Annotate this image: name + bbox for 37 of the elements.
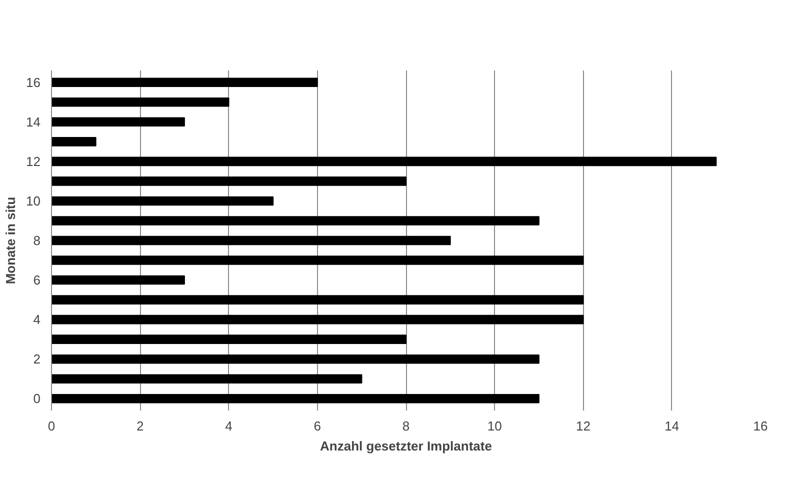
bar (52, 97, 230, 107)
bar (52, 256, 584, 265)
bar (52, 216, 540, 226)
y-tick-label: 4 (33, 312, 41, 328)
bar (52, 374, 362, 384)
y-tick-label: 16 (26, 74, 41, 90)
x-tick-label: 12 (576, 418, 590, 434)
bar (52, 78, 318, 88)
x-tick-label: 0 (48, 418, 56, 434)
bar (52, 275, 185, 285)
y-tick-label: 0 (33, 391, 41, 406)
bar (52, 394, 540, 404)
bar (52, 334, 406, 344)
y-tick-label: 8 (33, 233, 41, 248)
bar (52, 295, 584, 304)
bar (52, 354, 540, 364)
bar (52, 137, 96, 146)
bar (52, 196, 274, 206)
y-axis-title: Monate in situ (3, 196, 18, 284)
x-tick-label: 10 (487, 418, 502, 434)
y-tick-label: 12 (26, 154, 41, 169)
bar (52, 156, 717, 166)
y-tick-label: 6 (33, 272, 41, 288)
x-tick-label: 4 (225, 418, 232, 434)
x-tick-label: 14 (664, 418, 680, 434)
x-tick-label: 8 (402, 418, 410, 434)
bar (52, 314, 584, 324)
x-tick-label: 2 (136, 418, 144, 434)
bar (52, 236, 451, 246)
x-axis-title: Anzahl gesetzter Implantate (320, 438, 492, 454)
bar (52, 176, 406, 186)
bar (52, 117, 185, 127)
y-tick-label: 2 (33, 352, 41, 367)
y-tick-label: 14 (26, 114, 41, 130)
y-tick-label: 10 (26, 193, 41, 208)
x-tick-label: 16 (753, 418, 768, 434)
x-tick-label: 6 (314, 418, 321, 434)
